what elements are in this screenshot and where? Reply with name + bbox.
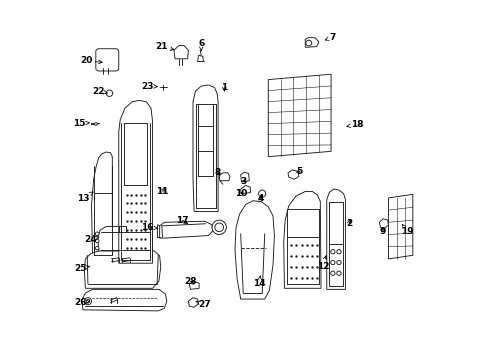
- Polygon shape: [269, 74, 331, 157]
- Polygon shape: [188, 298, 198, 307]
- Polygon shape: [219, 173, 230, 181]
- Text: 10: 10: [235, 189, 247, 198]
- Text: 26: 26: [74, 298, 90, 307]
- Text: 3: 3: [241, 177, 247, 186]
- Polygon shape: [174, 45, 188, 59]
- Text: 11: 11: [155, 187, 168, 196]
- Text: 25: 25: [74, 265, 90, 274]
- Text: 8: 8: [215, 168, 221, 177]
- Circle shape: [259, 190, 266, 197]
- Circle shape: [96, 246, 99, 250]
- Text: 9: 9: [380, 228, 386, 237]
- Text: 16: 16: [141, 223, 157, 232]
- Circle shape: [106, 90, 113, 96]
- Circle shape: [331, 260, 335, 265]
- Text: 6: 6: [198, 39, 204, 51]
- Polygon shape: [193, 85, 218, 212]
- Circle shape: [96, 232, 99, 235]
- Text: 15: 15: [73, 119, 89, 128]
- Polygon shape: [241, 172, 249, 182]
- Text: 21: 21: [155, 42, 174, 51]
- Text: 22: 22: [93, 86, 108, 95]
- Text: 17: 17: [176, 216, 189, 225]
- Text: 1: 1: [221, 83, 227, 92]
- Text: 14: 14: [253, 276, 266, 288]
- Text: 20: 20: [80, 57, 102, 66]
- Text: 18: 18: [347, 120, 363, 129]
- Text: 24: 24: [84, 235, 99, 244]
- Polygon shape: [84, 251, 161, 288]
- Polygon shape: [160, 221, 213, 238]
- Circle shape: [331, 271, 335, 275]
- Polygon shape: [119, 100, 152, 263]
- Polygon shape: [305, 37, 319, 47]
- Polygon shape: [288, 170, 299, 179]
- Circle shape: [306, 40, 312, 46]
- Polygon shape: [190, 281, 199, 289]
- Text: 27: 27: [196, 300, 211, 309]
- Circle shape: [215, 223, 223, 231]
- Circle shape: [331, 249, 335, 254]
- Polygon shape: [241, 185, 250, 194]
- Polygon shape: [92, 152, 112, 259]
- Polygon shape: [327, 189, 345, 289]
- Circle shape: [337, 249, 341, 254]
- Circle shape: [337, 260, 341, 265]
- Text: 28: 28: [184, 276, 197, 285]
- Text: 7: 7: [325, 33, 335, 42]
- Text: 4: 4: [257, 194, 264, 203]
- Circle shape: [96, 239, 99, 243]
- Polygon shape: [235, 201, 274, 299]
- Text: 2: 2: [346, 219, 352, 228]
- Polygon shape: [389, 194, 413, 259]
- Circle shape: [337, 271, 341, 275]
- Polygon shape: [379, 219, 389, 228]
- Circle shape: [84, 298, 92, 305]
- Text: 23: 23: [141, 82, 157, 91]
- Text: 13: 13: [76, 192, 93, 203]
- Text: 19: 19: [401, 224, 414, 237]
- FancyBboxPatch shape: [96, 49, 119, 71]
- Polygon shape: [98, 226, 152, 253]
- Text: 12: 12: [317, 256, 329, 271]
- Polygon shape: [284, 192, 321, 288]
- Circle shape: [212, 220, 226, 234]
- Text: 5: 5: [296, 167, 303, 176]
- Polygon shape: [82, 289, 167, 311]
- Circle shape: [86, 300, 90, 303]
- Polygon shape: [92, 123, 98, 126]
